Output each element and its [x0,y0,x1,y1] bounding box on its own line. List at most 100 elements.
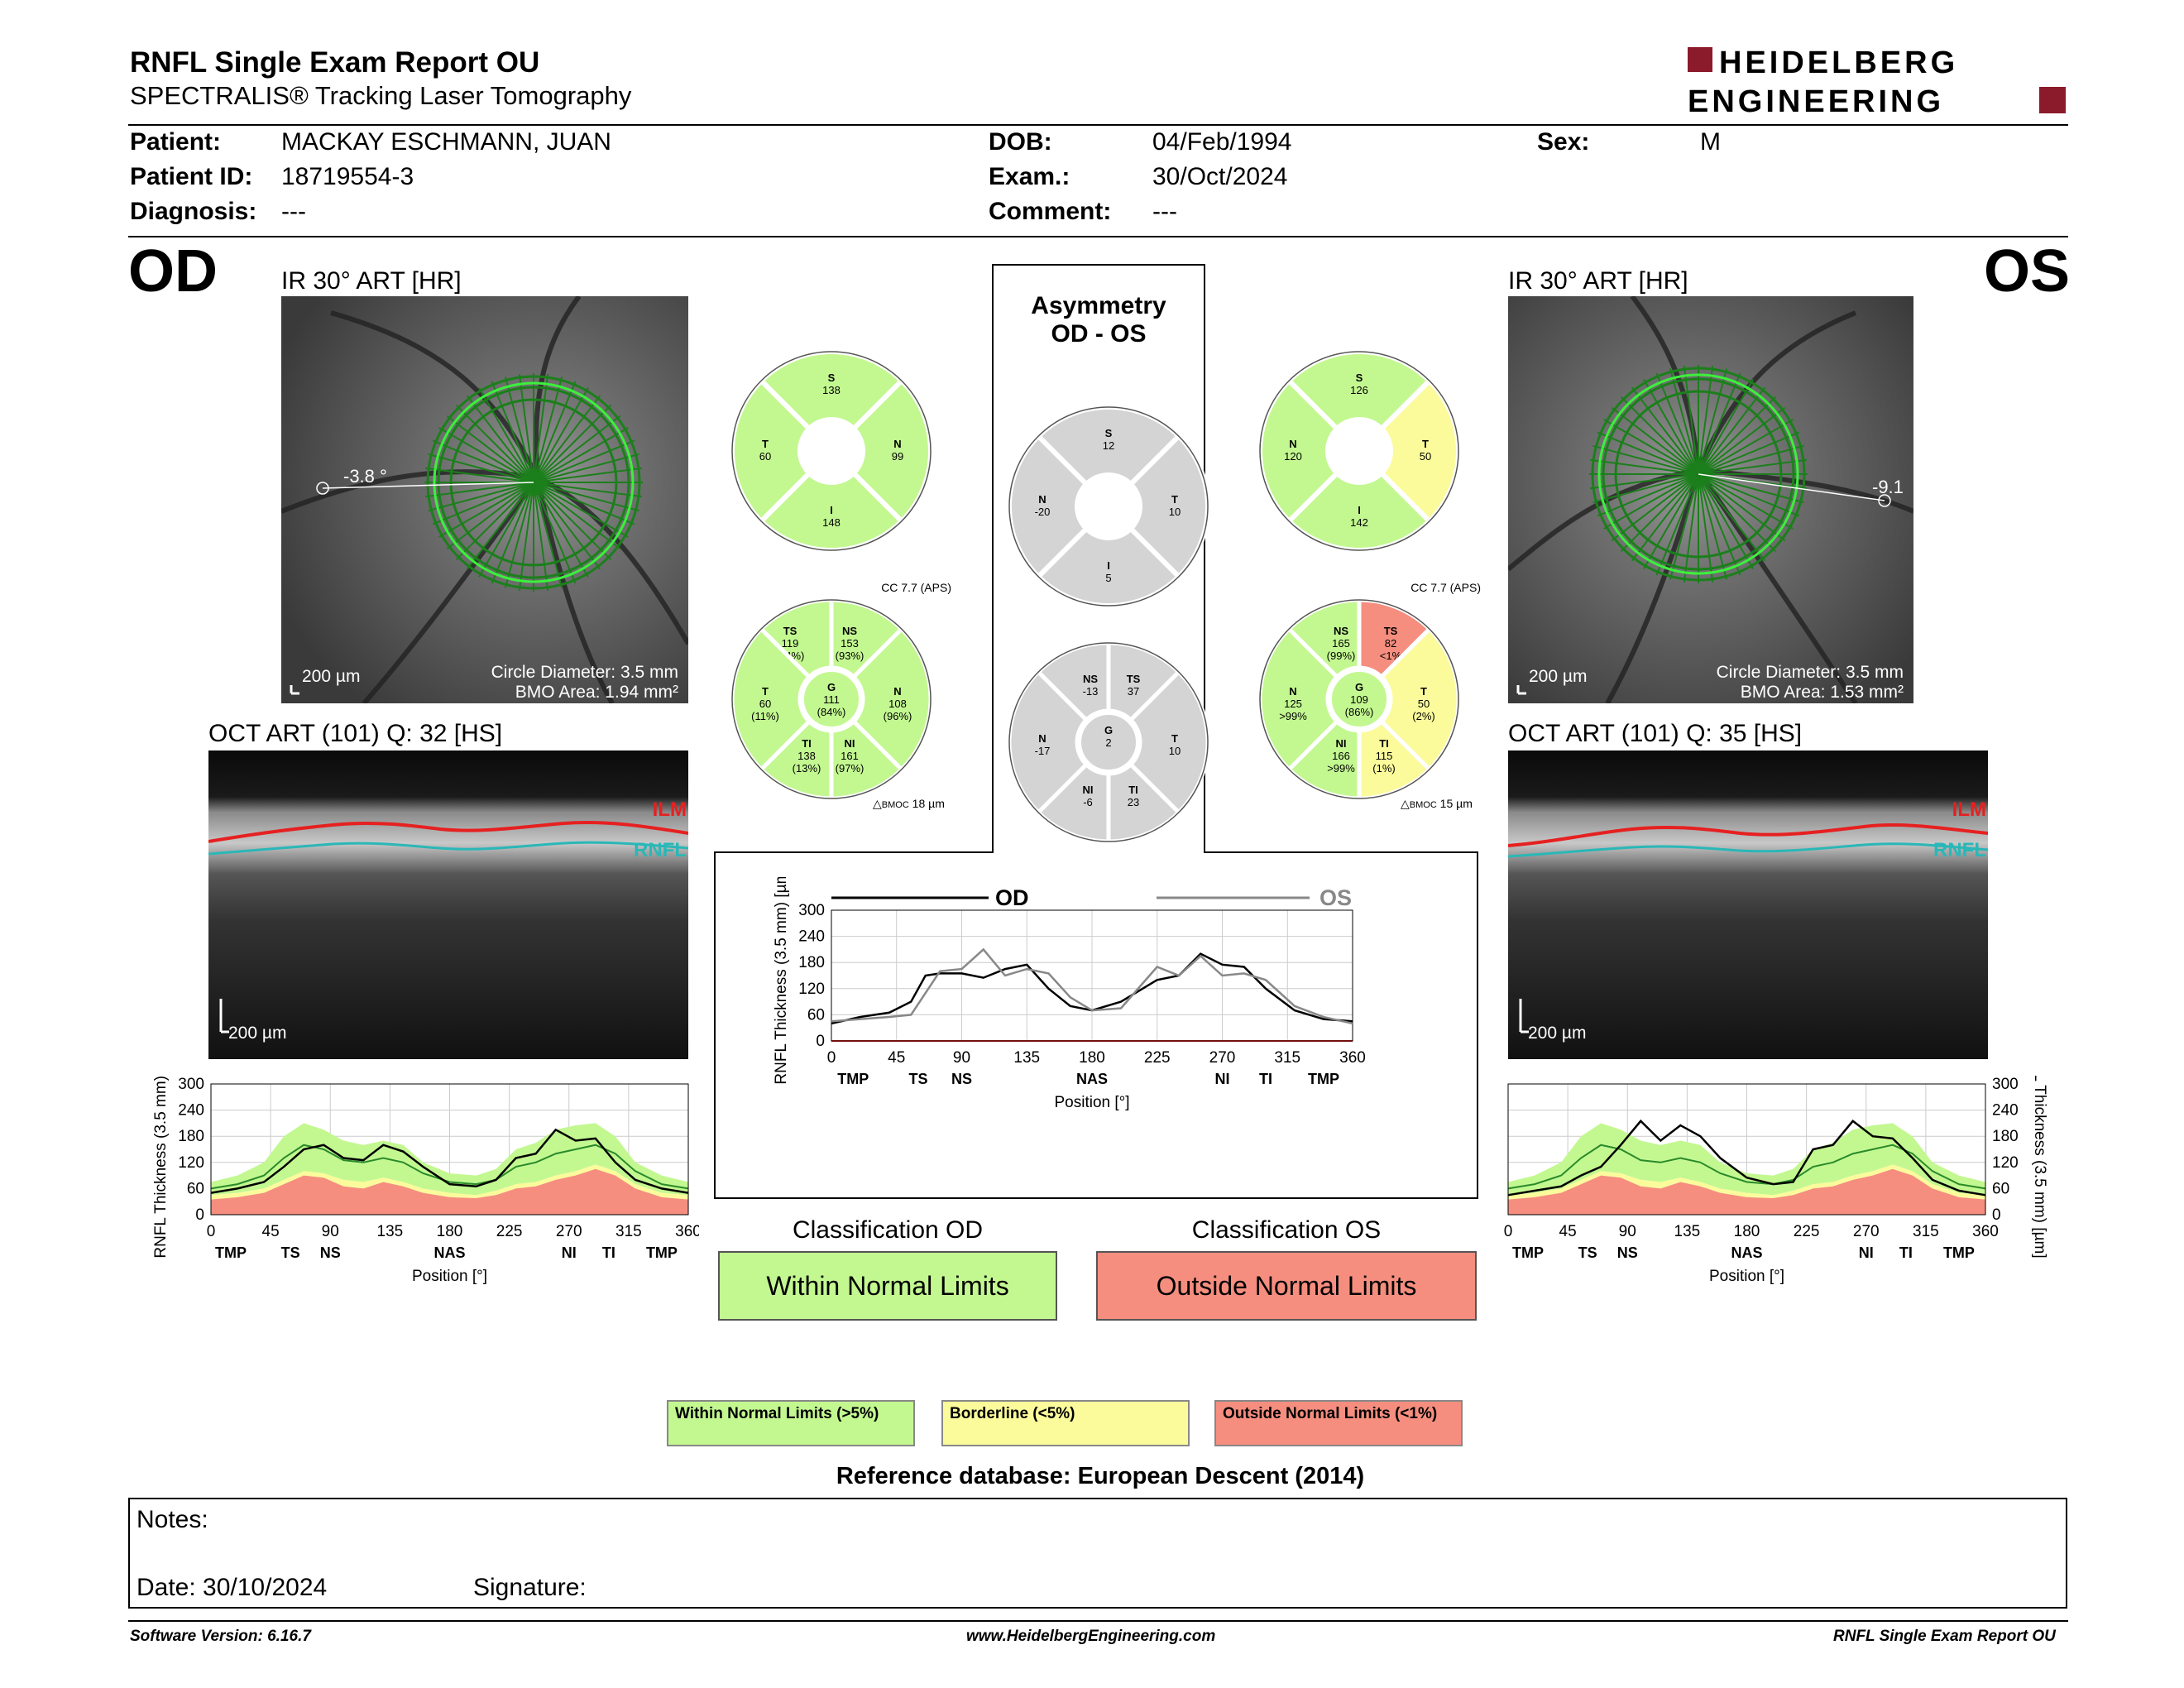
os-bmo-area: BMO Area: 1.53 mm² [1740,683,1904,702]
sector-value: T 50 [1420,438,1431,463]
x-tick-label: 225 [496,1223,523,1240]
sector-label: NS [951,1071,972,1087]
normal-mean-line [1507,1144,1986,1190]
series-line-os [831,947,1353,1025]
series-line-od [831,952,1353,1025]
sector-label: TMP [1512,1244,1544,1261]
sector-value: I 142 [1350,504,1368,529]
x-axis-label: Position [°] [1054,1094,1129,1111]
sector-label: TI [602,1244,615,1261]
comment: --- [1152,198,1177,225]
sector-value: T 60 (11%) [751,685,779,722]
x-tick-label: 315 [615,1223,642,1240]
footer-website: www.HeidelbergEngineering.com [966,1628,1216,1645]
y-tick-label: 300 [178,1076,204,1093]
x-tick-label: 180 [437,1223,463,1240]
series-line-od [210,1128,689,1194]
dob: 04/Feb/1994 [1152,128,1292,156]
od-angle: -3.8 ° [343,466,387,487]
sector-value: NS 165 (99%) [1327,625,1356,662]
sector-value: NI -6 [1083,784,1094,808]
sector-value: G 111 (84%) [817,681,846,718]
od-sector-chart: TS119(24%)NS153(93%)N108(96%)NI161(97%)T… [730,597,933,801]
asymmetry-quadrant-chart: S 12 T 10 I 5 N -20 [1007,405,1210,608]
patient-id: 18719554-3 [281,163,414,190]
report-subtitle: SPECTRALIS® Tracking Laser Tomography [130,81,632,110]
od-oct-title: OCT ART (101) Q: 32 [HS] [208,720,503,747]
sector-value: T 10 [1169,732,1181,757]
notes-label: Notes: [136,1506,208,1533]
sector-label: TS [908,1071,927,1087]
sex: M [1700,128,1721,156]
os-circle-diameter: Circle Diameter: 3.5 mm [1716,663,1904,682]
od-cc-label: CC 7.7 (APS) [881,581,951,594]
sector-label: TI [1259,1071,1272,1087]
svg-text:ENGINEERING: ENGINEERING [1688,84,1944,119]
sector-value: TI 138 (13%) [793,737,821,774]
os-fundus-scale: 200 µm [1529,667,1588,686]
classification-od-label: Classification OD [792,1216,984,1244]
od-circle-diameter: Circle Diameter: 3.5 mm [491,663,678,682]
x-tick-label: 225 [1144,1049,1171,1067]
date-label: Date: 30/10/2024 [136,1574,328,1601]
os-angle: -9.1 [1872,477,1904,497]
sector-label: TS [1578,1244,1597,1261]
diagnosis: --- [281,198,306,225]
os-ir-title: IR 30° ART [HR] [1508,267,1688,295]
os-bmoc-label: △BMOC 15 µm [1401,797,1473,810]
legend-os-label: OS [1320,885,1352,910]
x-tick-label: 360 [1339,1049,1366,1067]
asymmetry-sector-chart: NS -13 TS 37 T 10 TI 23 NI -6 N -17 G 2 [1007,640,1210,844]
x-tick-label: 0 [1504,1223,1513,1240]
sector-value: T 50 (2%) [1412,685,1434,722]
x-tick-label: 90 [953,1049,970,1067]
od-bmoc-label: △BMOC 18 µm [873,797,945,810]
x-tick-label: 180 [1079,1049,1105,1067]
os-fundus-image: -9.1 200 µm Circle Diameter: 3.5 mm BMO … [1508,296,1913,703]
sector-label: TS [281,1244,300,1261]
os-quadrant-chart: S 126 T 50 I 142 N 120 [1257,349,1461,553]
y-tick-label: 0 [1992,1206,2001,1224]
od-fundus-scale: 200 µm [302,667,361,686]
y-tick-label: 180 [1992,1128,2019,1145]
y-tick-label: 180 [178,1128,204,1145]
os-rnfl-profile-chart: 0 45 90 135 180 225 270 315 360060120180240300TM… [1504,1076,2048,1285]
sector-label: NS [1617,1244,1638,1261]
x-tick-label: 45 [1559,1223,1577,1240]
x-axis-label: Position [°] [1709,1268,1784,1285]
x-axis-label: Position [°] [412,1268,487,1285]
os-bscan-image: ILM RNFL 200 µm [1508,750,1988,1059]
legend-within: Within Normal Limits (>5%) [667,1400,915,1446]
os-cc-label: CC 7.7 (APS) [1410,581,1481,594]
y-tick-label: 120 [798,981,825,998]
sector-value: N 120 [1284,438,1302,463]
sector-value: S 12 [1103,427,1114,452]
y-tick-label: 240 [178,1102,204,1120]
os-rnfl-label: RNFL [1933,839,1986,861]
sector-value: T 10 [1169,493,1181,518]
od-bscan-scale: 200 µm [228,1024,287,1043]
x-tick-label: 315 [1274,1049,1300,1067]
y-tick-label: 300 [798,902,825,919]
os-eye-label: OS [1984,238,2071,305]
sector-label: TMP [646,1244,678,1261]
x-tick-label: 90 [1619,1223,1636,1240]
comment-label: Comment: [989,198,1112,225]
sector-label: NI [1215,1071,1230,1087]
signature-label: Signature: [473,1574,587,1601]
svg-text:HEIDELBERG: HEIDELBERG [1719,46,1958,80]
sector-value: G 109 (86%) [1345,681,1374,718]
sector-label: NS [320,1244,341,1261]
y-axis-label: RNFL Thickness (3.5 mm) [µm] [152,1076,170,1259]
sector-value: TI 23 [1128,784,1139,808]
sector-g [1329,669,1390,730]
sector-label: TMP [215,1244,247,1261]
sector-value: N 99 [892,438,903,463]
sector-label: NAS [1076,1071,1108,1087]
y-tick-label: 240 [1992,1102,2019,1120]
legend-od-label: OD [995,885,1029,910]
outside-band [1508,1168,1985,1215]
x-tick-label: 45 [888,1049,905,1067]
sector-value: NI 161 (97%) [836,737,864,774]
y-tick-label: 0 [816,1033,825,1050]
